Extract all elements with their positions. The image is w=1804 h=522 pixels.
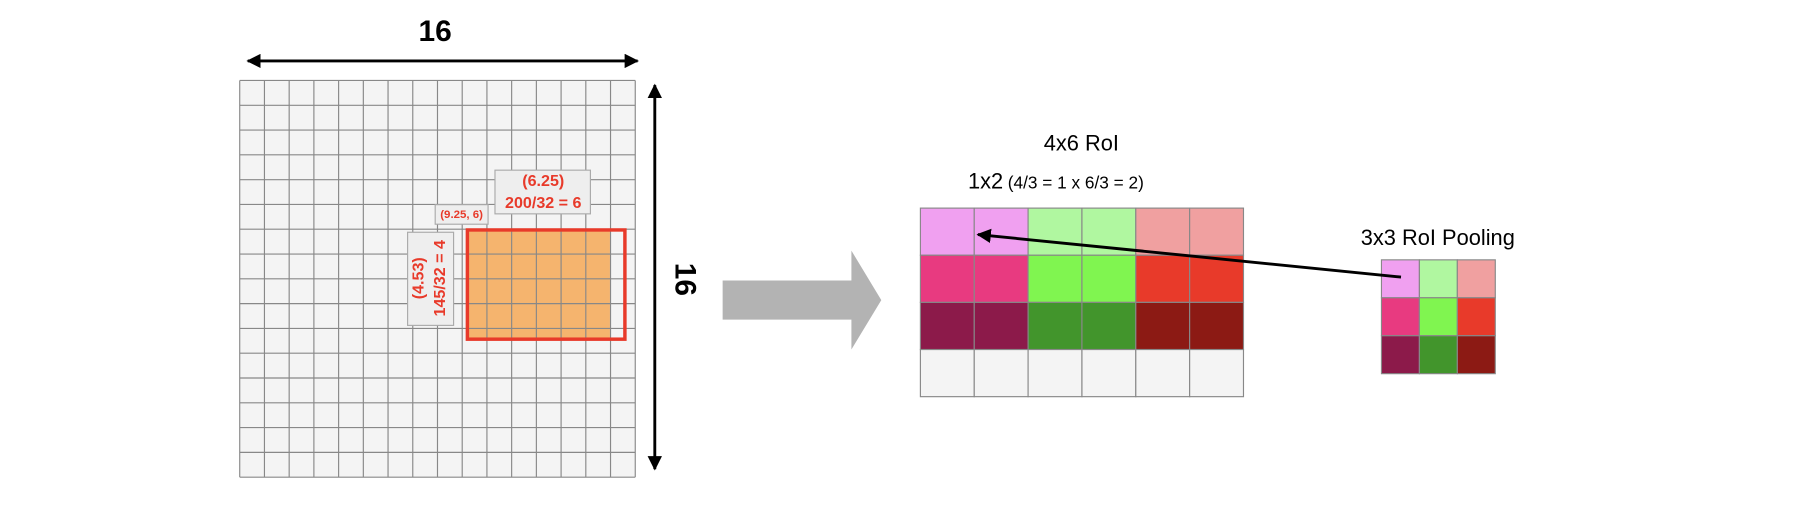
annotation-text: (9.25, 6) xyxy=(440,209,483,221)
roi-cell xyxy=(1135,348,1191,398)
pool-cell xyxy=(1380,259,1420,299)
roi-cell xyxy=(973,207,1029,256)
roi-cell xyxy=(1189,301,1245,351)
roi-cell xyxy=(1081,254,1137,303)
roi-cell xyxy=(1027,301,1083,351)
pool-cell xyxy=(1456,297,1496,337)
roi-cell xyxy=(1189,254,1245,303)
roi-cell xyxy=(973,254,1029,303)
roi-grid xyxy=(919,207,1245,398)
annotation-text: 145/32 = 4 xyxy=(431,240,449,316)
annotation-text: (4.53) xyxy=(409,257,427,299)
annotation-text: (6.25) xyxy=(522,172,564,190)
pooling-title: 3x3 RoI Pooling xyxy=(1361,225,1515,250)
roi-cell xyxy=(1189,207,1245,256)
roi-cell xyxy=(919,348,975,398)
roi-cell xyxy=(919,254,975,303)
roi-subtitle-detail: (4/3 = 1 x 6/3 = 2) xyxy=(1008,173,1144,193)
pool-cell xyxy=(1456,259,1496,299)
pool-cell xyxy=(1380,297,1420,337)
roi-cell xyxy=(973,301,1029,351)
roi-cell xyxy=(1027,207,1083,256)
roi-cell xyxy=(1135,301,1191,351)
roi-cell xyxy=(1135,254,1191,303)
big-arrow xyxy=(722,250,882,350)
roi-subtitle: 1x2 xyxy=(968,169,1003,194)
height-label: 16 xyxy=(669,263,702,296)
roi-cell xyxy=(1081,348,1137,398)
annotation-box xyxy=(434,204,489,225)
roi-box xyxy=(465,228,627,341)
roi-cell xyxy=(1027,254,1083,303)
roi-cell xyxy=(1135,207,1191,256)
roi-cell xyxy=(1027,348,1083,398)
annotation-box xyxy=(494,169,591,215)
pool-cell xyxy=(1418,297,1458,337)
roi-cell xyxy=(919,301,975,351)
annotation-box xyxy=(407,231,455,326)
roi-region xyxy=(466,229,610,339)
pool-cell xyxy=(1418,335,1458,375)
roi-cell xyxy=(1081,301,1137,351)
roi-title: 4x6 RoI xyxy=(1044,131,1119,156)
roi-cell xyxy=(919,207,975,256)
mapping-arrow xyxy=(976,228,1402,279)
pool-cell xyxy=(1418,259,1458,299)
pooling-grid xyxy=(1380,259,1496,375)
pool-cell xyxy=(1456,335,1496,375)
annotation-text: 200/32 = 6 xyxy=(505,194,581,212)
pool-cell xyxy=(1380,335,1420,375)
width-label: 16 xyxy=(419,15,452,48)
roi-cell xyxy=(973,348,1029,398)
roi-cell xyxy=(1189,348,1245,398)
